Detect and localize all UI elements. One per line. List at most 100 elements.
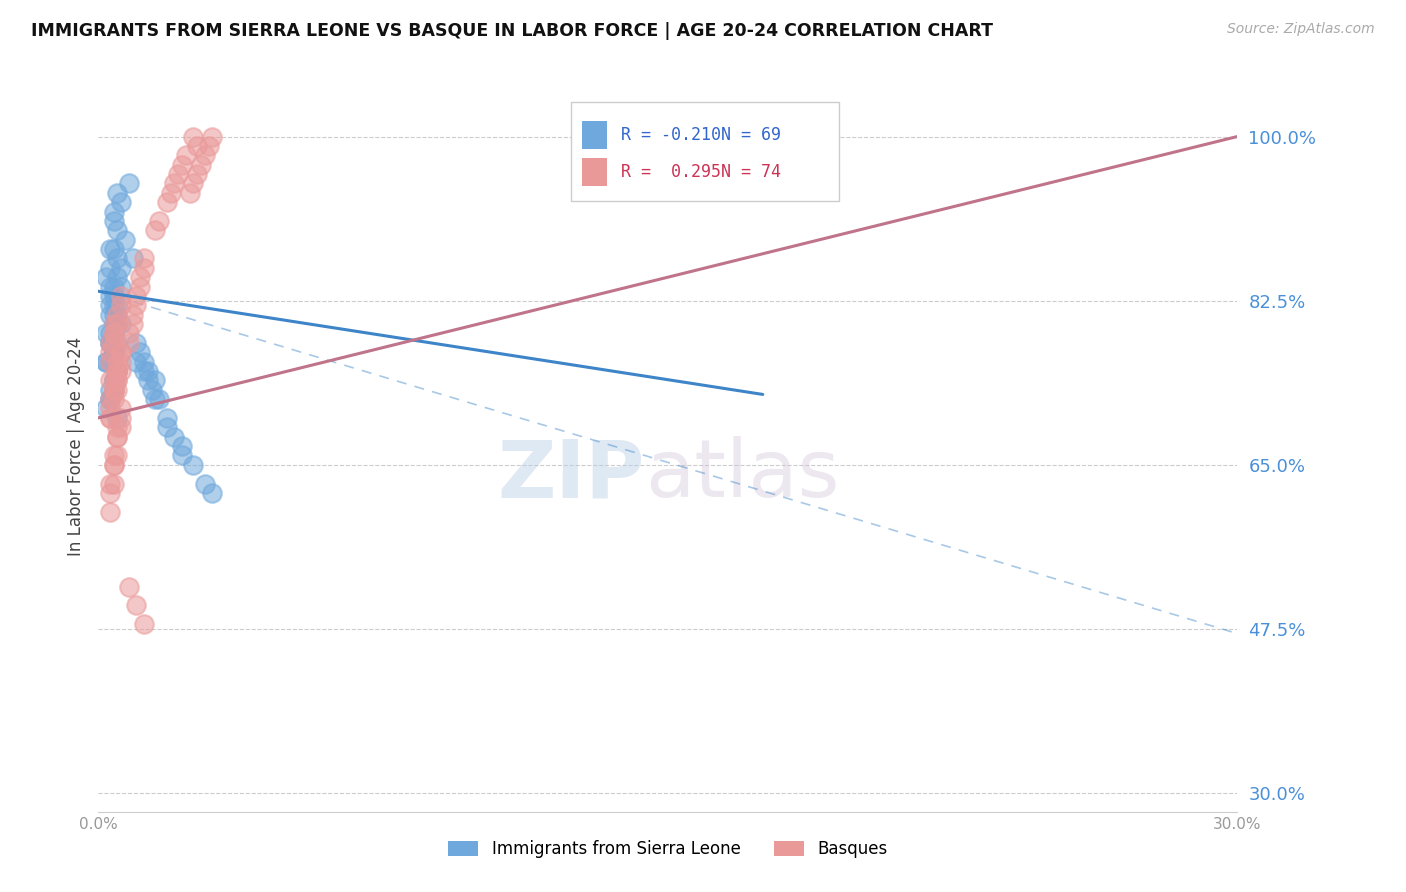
Point xyxy=(107,383,129,397)
Point xyxy=(103,458,125,472)
Point xyxy=(186,167,208,181)
Point xyxy=(98,354,121,368)
Point xyxy=(170,449,193,463)
Point xyxy=(132,617,155,632)
Point xyxy=(190,158,212,172)
Point xyxy=(141,383,163,397)
Point xyxy=(107,308,129,322)
Point xyxy=(107,270,129,285)
Point xyxy=(98,326,121,341)
Point xyxy=(107,373,129,387)
Text: R =  0.295: R = 0.295 xyxy=(621,162,721,181)
Point xyxy=(163,429,186,443)
Point xyxy=(110,289,132,303)
Point xyxy=(98,410,121,425)
Point xyxy=(94,326,117,341)
Point xyxy=(107,354,129,368)
Point xyxy=(103,289,125,303)
Point xyxy=(107,410,129,425)
Point xyxy=(107,252,129,266)
Point xyxy=(98,335,121,350)
Point xyxy=(107,308,129,322)
Point xyxy=(103,392,125,406)
Point xyxy=(107,298,129,312)
Point xyxy=(125,298,148,312)
Point xyxy=(110,420,132,434)
Point xyxy=(107,186,129,200)
Point xyxy=(145,373,167,387)
Text: atlas: atlas xyxy=(645,436,839,515)
Point xyxy=(125,599,148,613)
Point xyxy=(118,177,141,191)
Point xyxy=(110,260,132,275)
Point xyxy=(129,270,152,285)
Point xyxy=(103,458,125,472)
Point xyxy=(167,167,190,181)
Point xyxy=(107,335,129,350)
Point xyxy=(132,364,155,378)
Point xyxy=(103,373,125,387)
Point xyxy=(98,279,121,293)
Point xyxy=(103,476,125,491)
FancyBboxPatch shape xyxy=(582,158,607,186)
Point xyxy=(194,148,217,162)
Point xyxy=(183,458,205,472)
Y-axis label: In Labor Force | Age 20-24: In Labor Force | Age 20-24 xyxy=(66,336,84,556)
Point xyxy=(156,410,179,425)
Point xyxy=(110,195,132,210)
Point xyxy=(132,354,155,368)
Point xyxy=(98,345,121,359)
Point xyxy=(132,252,155,266)
Point xyxy=(98,392,121,406)
Point xyxy=(179,186,201,200)
Point xyxy=(125,335,148,350)
Point xyxy=(98,289,121,303)
Text: N = 69: N = 69 xyxy=(721,126,782,145)
Point xyxy=(103,383,125,397)
Point xyxy=(103,298,125,312)
Point xyxy=(156,420,179,434)
Point xyxy=(110,364,132,378)
Point xyxy=(107,364,129,378)
Point xyxy=(103,326,125,341)
Point xyxy=(98,401,121,416)
Point xyxy=(107,364,129,378)
Point xyxy=(103,204,125,219)
Point xyxy=(163,177,186,191)
Point xyxy=(148,214,170,228)
Point xyxy=(107,364,129,378)
Point xyxy=(103,308,125,322)
Text: IMMIGRANTS FROM SIERRA LEONE VS BASQUE IN LABOR FORCE | AGE 20-24 CORRELATION CH: IMMIGRANTS FROM SIERRA LEONE VS BASQUE I… xyxy=(31,22,993,40)
Text: Source: ZipAtlas.com: Source: ZipAtlas.com xyxy=(1227,22,1375,37)
Point xyxy=(110,410,132,425)
Point xyxy=(186,139,208,153)
Point xyxy=(110,298,132,312)
Point xyxy=(159,186,181,200)
Point xyxy=(103,383,125,397)
Point xyxy=(121,317,143,331)
Point xyxy=(107,429,129,443)
Point xyxy=(98,392,121,406)
Point xyxy=(98,410,121,425)
Point xyxy=(103,214,125,228)
Point xyxy=(107,449,129,463)
Point xyxy=(145,392,167,406)
Point xyxy=(145,223,167,237)
Point xyxy=(103,242,125,256)
Point xyxy=(110,345,132,359)
Point xyxy=(98,260,121,275)
Point xyxy=(103,345,125,359)
Point xyxy=(98,392,121,406)
Point xyxy=(94,401,117,416)
Point xyxy=(103,326,125,341)
Point xyxy=(107,373,129,387)
Point xyxy=(118,335,141,350)
Point xyxy=(110,279,132,293)
Point xyxy=(129,345,152,359)
Text: ZIP: ZIP xyxy=(498,436,645,515)
Point xyxy=(98,242,121,256)
Point xyxy=(170,158,193,172)
Point xyxy=(103,317,125,331)
Point xyxy=(129,279,152,293)
Point xyxy=(103,345,125,359)
